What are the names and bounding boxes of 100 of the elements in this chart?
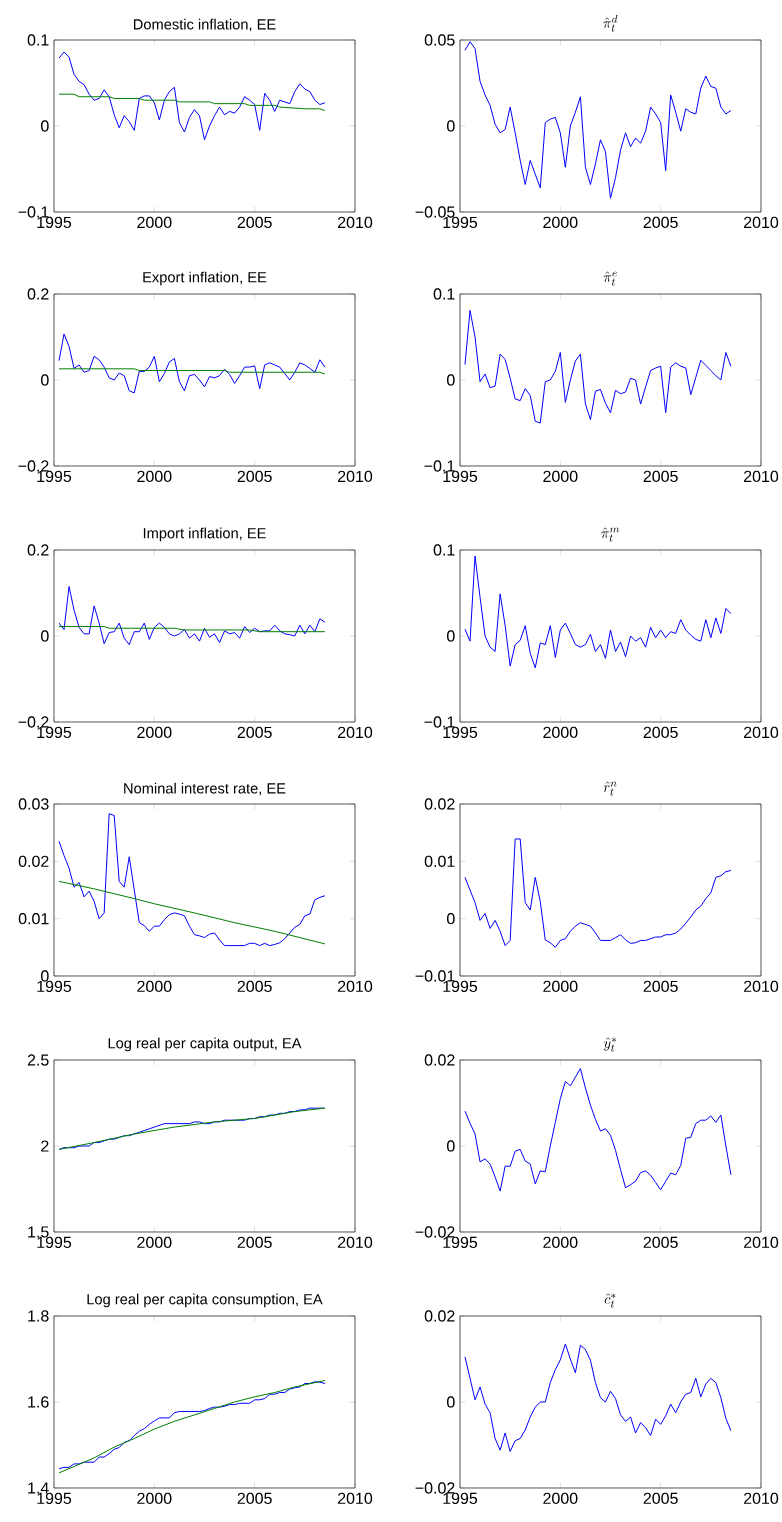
x-tick-label: 1995	[37, 470, 72, 483]
x-tick-label: 2000	[137, 980, 172, 993]
chart-title: Import inflation, EE	[143, 527, 266, 542]
x-tick-label: 2000	[137, 470, 172, 483]
y-tick-label: −0.02	[415, 1482, 455, 1494]
y-tick-label: 0	[447, 120, 455, 132]
x-tick-label: 2010	[337, 726, 373, 739]
x-tick-label: 2000	[543, 726, 578, 739]
y-tick-label: 0.02	[424, 1310, 455, 1322]
y-tick-label: 0.1	[433, 288, 455, 300]
y-tick-label: −0.01	[415, 970, 455, 982]
x-tick-label: 2005	[237, 980, 272, 993]
y-tick-label: 0.1	[433, 544, 455, 556]
x-tick-label: 2010	[743, 470, 779, 483]
x-tick-label: 2000	[543, 470, 578, 483]
y-tick-label: −0.2	[18, 460, 49, 472]
y-tick-label: 0.2	[27, 288, 49, 300]
y-tick-label: 0.1	[27, 34, 49, 46]
x-tick-label: 1995	[443, 1236, 478, 1249]
chart-title: $\hat{\pi}_t^e$	[603, 271, 617, 286]
chart-title: Log real per capita output, EA	[108, 1037, 302, 1052]
chart-title: $\hat{\pi}_t^m$	[601, 527, 620, 542]
line-series	[464, 41, 732, 199]
y-tick-label: −0.02	[415, 1226, 455, 1238]
chart-title: $\hat{\pi}_t^d$	[603, 14, 618, 32]
x-tick-label: 1995	[443, 216, 478, 229]
x-tick-label: 2005	[643, 470, 678, 483]
line-series	[464, 555, 732, 669]
x-tick-label: 2010	[337, 980, 373, 993]
x-tick-label: 1995	[37, 1236, 72, 1249]
line-series	[58, 93, 326, 112]
x-tick-label: 2000	[137, 1492, 172, 1505]
y-tick-label: 0.2	[27, 544, 49, 556]
x-tick-label: 2010	[743, 1236, 779, 1249]
line-series	[58, 880, 326, 945]
x-tick-label: 2000	[137, 216, 172, 229]
chart-title: $\hat{r}_t^n$	[603, 781, 617, 796]
y-tick-label: −0.05	[415, 206, 455, 218]
y-tick-label: 1.6	[28, 1396, 49, 1408]
x-tick-label: 2010	[743, 216, 779, 229]
x-tick-label: 2000	[543, 1492, 578, 1505]
x-tick-label: 2010	[743, 1492, 779, 1505]
y-tick-label: 0.01	[424, 855, 455, 867]
chart-title: Domestic inflation, EE	[133, 18, 276, 32]
x-tick-label: 1995	[443, 1492, 478, 1505]
y-tick-label: 0	[447, 374, 455, 386]
y-tick-label: 0.02	[18, 855, 49, 867]
x-tick-label: 2010	[337, 216, 373, 229]
y-tick-label: 0	[41, 120, 49, 132]
x-tick-label: 1995	[443, 980, 478, 993]
y-tick-label: −0.2	[18, 716, 49, 728]
x-tick-label: 2005	[643, 1236, 678, 1249]
x-tick-label: 1995	[37, 1492, 72, 1505]
y-tick-label: 1.4	[28, 1482, 49, 1494]
chart-title: Nominal interest rate, EE	[124, 782, 286, 796]
chart-title: $\hat{y}_t^*$	[603, 1037, 617, 1052]
x-tick-label: 1995	[37, 216, 72, 229]
y-tick-label: 0.02	[424, 798, 455, 810]
y-tick-label: 0	[41, 374, 49, 386]
x-tick-label: 2010	[337, 1492, 373, 1505]
x-tick-label: 2000	[543, 980, 578, 993]
y-tick-label: 2.5	[27, 1054, 49, 1066]
y-tick-label: 0.03	[18, 798, 49, 810]
x-tick-label: 2010	[743, 726, 779, 739]
x-tick-label: 2005	[237, 470, 272, 483]
x-tick-label: 2005	[237, 216, 272, 229]
x-tick-label: 1995	[37, 726, 72, 739]
x-tick-label: 2010	[743, 980, 779, 993]
y-tick-label: 0	[447, 913, 455, 925]
x-tick-label: 2005	[237, 1492, 272, 1505]
y-tick-label: 0	[41, 630, 49, 642]
x-tick-label: 2005	[237, 1236, 272, 1249]
x-tick-label: 2000	[137, 1236, 172, 1249]
line-series	[58, 333, 326, 394]
x-tick-label: 2005	[237, 726, 272, 739]
line-series	[464, 1343, 732, 1452]
y-tick-label: 0	[447, 630, 455, 642]
chart-title: Export inflation, EE	[143, 271, 267, 286]
y-tick-label: 0.02	[424, 1054, 455, 1066]
x-tick-label: 1995	[37, 980, 72, 993]
x-tick-label: 2000	[137, 726, 172, 739]
x-tick-label: 2005	[643, 726, 678, 739]
x-tick-label: 2000	[543, 1236, 578, 1249]
x-tick-label: 2005	[643, 980, 678, 993]
line-series	[58, 586, 326, 646]
y-tick-label: −0.1	[424, 716, 455, 728]
y-tick-label: −0.1	[18, 206, 49, 218]
line-series	[58, 51, 326, 141]
x-tick-label: 1995	[443, 470, 478, 483]
x-tick-label: 2010	[337, 1236, 373, 1249]
y-tick-label: 2	[41, 1140, 49, 1152]
y-tick-label: 0.01	[18, 913, 49, 925]
chart-title: $\hat{c}_t^*$	[604, 1293, 616, 1308]
chart-title: Log real per capita consumption, EA	[87, 1293, 323, 1308]
y-tick-label: 1.8	[28, 1310, 49, 1322]
x-tick-label: 2010	[337, 470, 373, 483]
x-tick-label: 2005	[643, 1492, 678, 1505]
y-tick-label: 0	[41, 970, 49, 982]
y-tick-label: 0	[447, 1396, 455, 1408]
y-tick-label: 0.05	[424, 34, 455, 46]
